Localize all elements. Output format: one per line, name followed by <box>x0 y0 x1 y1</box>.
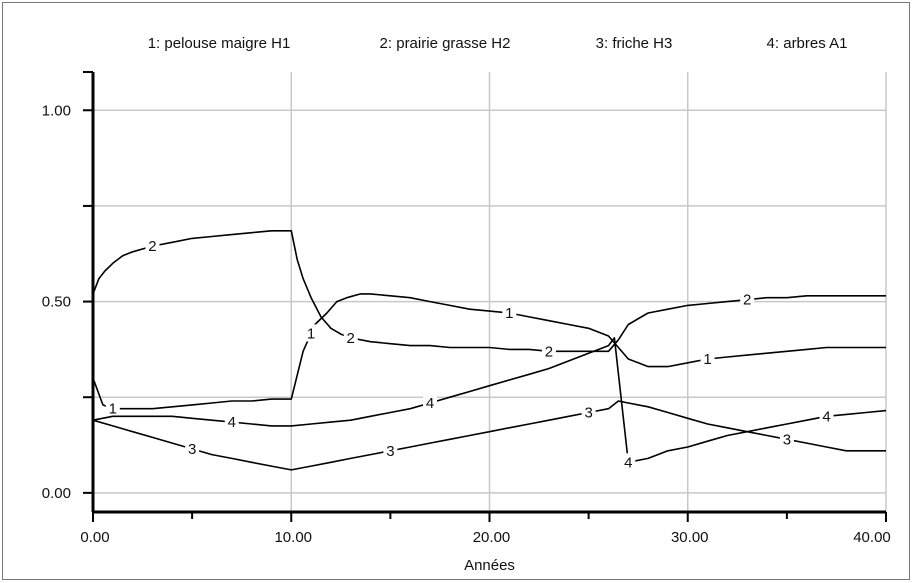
series-marker-bg <box>224 413 239 431</box>
y-tick-label: 0.00 <box>42 485 71 502</box>
series-marker-3: 3 <box>783 431 791 448</box>
series-line-3 <box>92 400 886 471</box>
series-marker-bg <box>700 349 715 367</box>
series-line-1 <box>92 293 886 410</box>
series-marker-bg <box>779 430 794 448</box>
series-marker-bg <box>383 441 398 459</box>
series-marker-4: 4 <box>822 408 830 425</box>
series-marker-3: 3 <box>584 405 592 422</box>
series-marker-2: 2 <box>148 238 156 255</box>
series-marker-1: 1 <box>505 305 513 322</box>
series-marker-1: 1 <box>307 325 315 342</box>
gridlines <box>93 72 887 512</box>
x-tick-label: 30.00 <box>671 529 709 546</box>
x-tick-label: 10.00 <box>274 529 312 546</box>
axis-labels: 0.00 0.50 1.00 0.00 10.00 20.00 30.00 40.00 Anné… <box>42 102 891 574</box>
series-marker-bg <box>343 328 358 346</box>
series-marker-bg <box>105 399 120 417</box>
y-tick-label: 1.00 <box>42 102 71 119</box>
series-marker-bg <box>145 237 160 255</box>
x-tick-label: 40.00 <box>853 529 891 546</box>
legend: 1: pelouse maigre H1 2: prairie grasse H2… <box>148 35 848 52</box>
series-marker-1: 1 <box>703 351 711 368</box>
series-marker-bg <box>502 304 517 322</box>
series-marker-bg <box>740 290 755 308</box>
series-marker-4: 4 <box>624 454 632 471</box>
series-group: 1 1 1 1 2 2 2 2 3 3 3 3 4 4 4 4 <box>92 230 887 471</box>
x-tick-label: 20.00 <box>473 529 511 546</box>
series-marker-1: 1 <box>109 401 117 418</box>
series-marker-3: 3 <box>386 443 394 460</box>
series-marker-bg <box>304 324 319 342</box>
legend-entry: 2: prairie grasse H2 <box>380 35 511 52</box>
x-tick-label: 0.00 <box>80 529 109 546</box>
series-marker-2: 2 <box>347 330 355 347</box>
series-marker-bg <box>621 453 636 471</box>
series-marker-2: 2 <box>743 292 751 309</box>
x-axis-title: Années <box>464 557 515 574</box>
series-marker-3: 3 <box>188 441 196 458</box>
series-marker-bg <box>185 439 200 457</box>
legend-entry: 3: friche H3 <box>596 35 673 52</box>
series-marker-bg <box>819 407 834 425</box>
legend-entry: 1: pelouse maigre H1 <box>148 35 291 52</box>
series-line-2 <box>92 230 886 353</box>
series-marker-bg <box>423 393 438 411</box>
series-marker-4: 4 <box>426 395 434 412</box>
series-marker-4: 4 <box>228 414 236 431</box>
series-marker-2: 2 <box>545 343 553 360</box>
legend-entry: 4: arbres A1 <box>767 35 848 52</box>
series-marker-bg <box>581 403 596 421</box>
series-marker-bg <box>541 342 556 360</box>
y-tick-label: 0.50 <box>42 294 71 311</box>
axes <box>83 71 887 522</box>
